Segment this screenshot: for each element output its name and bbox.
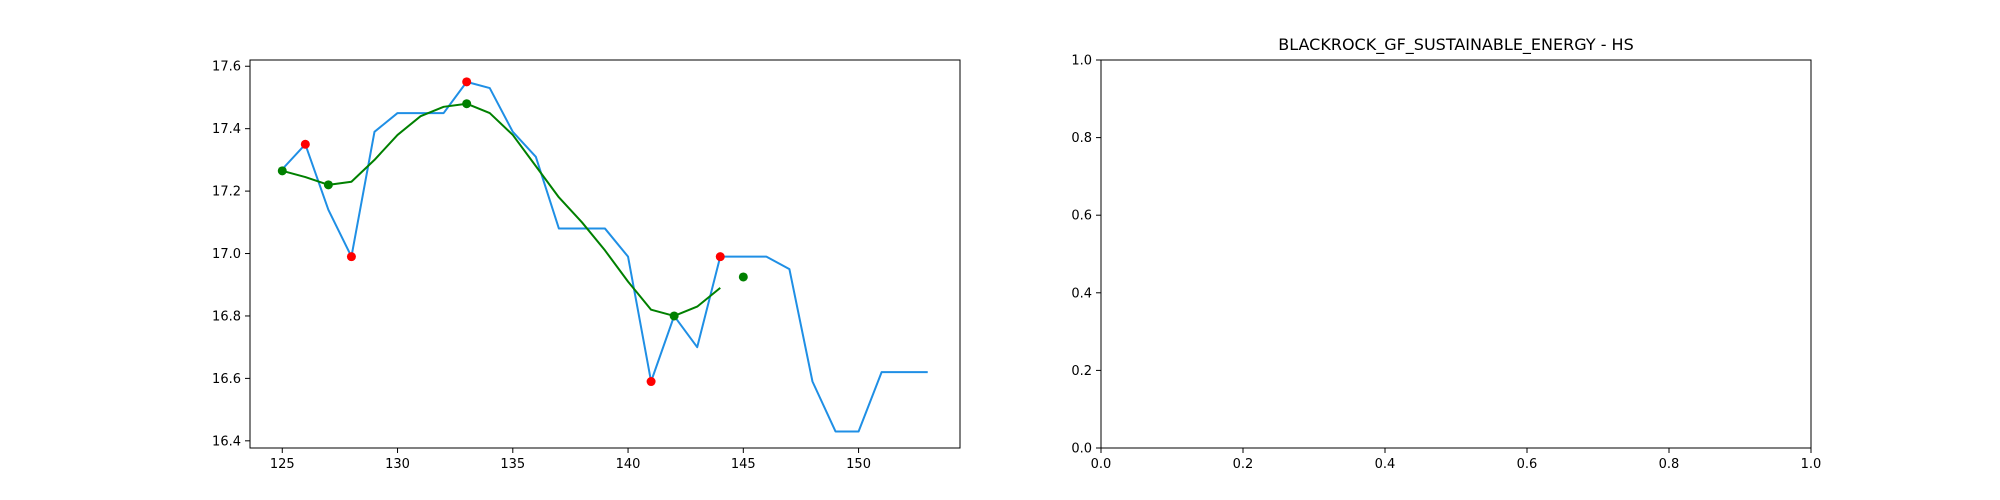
x-tick-label: 130 bbox=[385, 457, 410, 472]
x-tick-label: 0.8 bbox=[1659, 457, 1680, 472]
y-tick-label: 17.6 bbox=[212, 60, 241, 75]
x-tick-label: 135 bbox=[500, 457, 525, 472]
x-tick-label: 150 bbox=[846, 457, 871, 472]
y-tick-label: 0.6 bbox=[1071, 209, 1092, 224]
green-marker-point bbox=[277, 166, 287, 176]
x-tick-label: 140 bbox=[616, 457, 641, 472]
green-marker-point bbox=[738, 272, 748, 282]
x-tick-label: 0.0 bbox=[1091, 457, 1112, 472]
x-tick-label: 1.0 bbox=[1801, 457, 1822, 472]
red-marker-point bbox=[462, 77, 472, 87]
y-tick-label: 17.4 bbox=[212, 122, 241, 137]
green-marker-point bbox=[669, 311, 679, 321]
red-marker-point bbox=[646, 377, 656, 387]
y-tick-label: 16.6 bbox=[212, 372, 241, 387]
axes-frame bbox=[1100, 59, 1812, 449]
y-tick-label: 0.2 bbox=[1071, 364, 1092, 379]
green-marker-point bbox=[323, 180, 333, 190]
y-tick-label: 17.2 bbox=[212, 185, 241, 200]
red-marker-point bbox=[300, 139, 310, 149]
y-tick-label: 16.4 bbox=[212, 434, 241, 449]
red-marker-point bbox=[715, 252, 725, 262]
y-tick-label: 0.4 bbox=[1071, 286, 1092, 301]
chart-title: BLACKROCK_GF_SUSTAINABLE_ENERGY - HS bbox=[1278, 35, 1634, 55]
red-marker-point bbox=[346, 252, 356, 262]
y-tick-label: 0.0 bbox=[1071, 442, 1092, 457]
x-tick-label: 0.6 bbox=[1517, 457, 1538, 472]
green-marker-point bbox=[462, 99, 472, 109]
axes-right-empty-chart: BLACKROCK_GF_SUSTAINABLE_ENERGY - HS0.0 0… bbox=[1071, 35, 1821, 472]
x-tick-label: 125 bbox=[270, 457, 295, 472]
smoothed-line bbox=[282, 102, 721, 317]
y-tick-label: 0.8 bbox=[1071, 131, 1092, 146]
x-tick-label: 0.2 bbox=[1233, 457, 1254, 472]
axes-left-price-chart: 125 130 135 140 145 150 16.4 16.6 16.8 17.0 17.2 17… bbox=[212, 59, 961, 472]
y-tick-label: 17.0 bbox=[212, 247, 241, 262]
price-line bbox=[281, 80, 928, 433]
y-tick-label: 1.0 bbox=[1071, 54, 1092, 69]
y-tick-label: 16.8 bbox=[212, 309, 241, 324]
x-tick-label: 145 bbox=[731, 457, 756, 472]
x-tick-label: 0.4 bbox=[1375, 457, 1396, 472]
